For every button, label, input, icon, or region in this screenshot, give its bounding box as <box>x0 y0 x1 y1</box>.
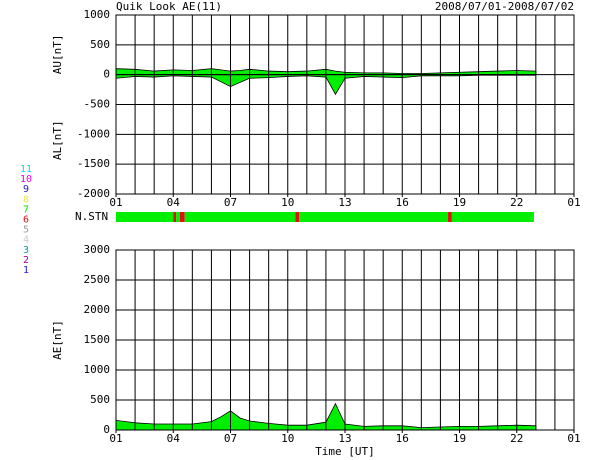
y-tick-label: 0 <box>103 68 110 81</box>
station-segment <box>184 212 296 222</box>
station-segment <box>176 212 180 222</box>
y-axis-label: AE[nT] <box>51 320 64 360</box>
level-label: 7 <box>23 204 29 215</box>
y-tick-label: 500 <box>90 38 110 51</box>
x-tick-label: 19 <box>453 196 466 209</box>
level-label: 1 <box>23 265 29 276</box>
y-tick-label: 0 <box>103 423 110 436</box>
level-label: 8 <box>23 194 29 205</box>
area <box>115 402 537 431</box>
x-tick-label: 19 <box>453 432 466 445</box>
y-tick-label: -2000 <box>77 187 110 200</box>
y-axis-label: AL[nT] <box>51 120 64 160</box>
status-label: N.STN <box>75 210 108 223</box>
level-label: 9 <box>23 184 29 195</box>
x-tick-label: 07 <box>224 196 237 209</box>
date-range: 2008/07/01-2008/07/02 <box>435 0 574 13</box>
level-label: 4 <box>23 235 29 246</box>
level-label: 5 <box>23 225 29 236</box>
plot-frame <box>115 249 575 431</box>
level-label: 11 <box>20 164 32 175</box>
x-tick-label: 01 <box>567 196 580 209</box>
x-tick-label: 22 <box>510 196 523 209</box>
y-tick-label: 1000 <box>84 363 111 376</box>
station-segment <box>179 212 185 222</box>
station-segment <box>295 212 300 222</box>
station-segment <box>116 212 174 222</box>
x-tick-label: 07 <box>224 432 237 445</box>
level-label: 10 <box>20 174 32 185</box>
level-label: 6 <box>23 215 29 226</box>
y-axis-label: AU[nT] <box>51 35 64 75</box>
x-tick-label: 13 <box>338 432 351 445</box>
y-tick-label: 1500 <box>84 333 111 346</box>
x-tick-label: 01 <box>567 432 580 445</box>
area <box>115 74 537 96</box>
x-tick-label: 01 <box>109 196 122 209</box>
y-tick-label: 500 <box>90 393 110 406</box>
y-tick-label: 2000 <box>84 303 111 316</box>
chart-title: Quik Look AE(11) <box>116 0 222 13</box>
x-tick-label: 04 <box>167 196 181 209</box>
x-tick-label: 13 <box>338 196 351 209</box>
y-tick-label: 3000 <box>84 243 111 256</box>
level-label: 3 <box>23 245 29 256</box>
station-segment <box>451 212 534 222</box>
x-tick-label: 16 <box>396 432 409 445</box>
x-tick-label: 10 <box>281 432 294 445</box>
y-tick-label: 1000 <box>84 8 111 21</box>
x-tick-label: 16 <box>396 196 409 209</box>
x-axis-label: Time [UT] <box>315 445 375 458</box>
y-tick-label: -1000 <box>77 127 110 140</box>
station-segment <box>448 212 452 222</box>
station-segment <box>173 212 177 222</box>
level-label: 2 <box>23 255 29 266</box>
station-segment <box>299 212 449 222</box>
y-tick-label: -1500 <box>77 157 110 170</box>
y-tick-label: 2500 <box>84 273 111 286</box>
x-tick-label: 04 <box>167 432 181 445</box>
x-tick-label: 22 <box>510 432 523 445</box>
x-tick-label: 01 <box>109 432 122 445</box>
x-tick-label: 10 <box>281 196 294 209</box>
y-tick-label: -500 <box>84 98 111 111</box>
plot-frame <box>115 14 575 195</box>
